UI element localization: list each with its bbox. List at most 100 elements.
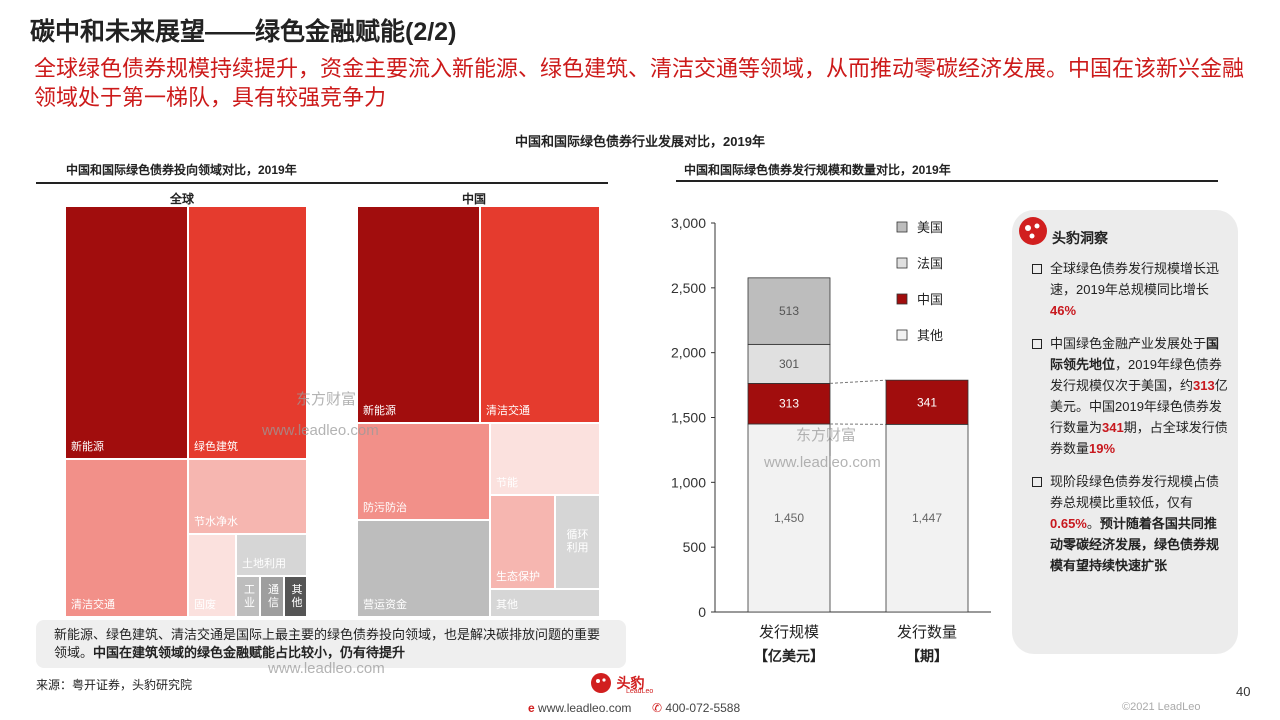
treemap-cell-clean-transport: 清洁交通 (480, 206, 600, 423)
watermark-cn: 东方财富 (796, 427, 857, 444)
treemap-cell-green-building: 绿色建筑 (188, 206, 307, 459)
source-text: 来源：粤开证券，头豹研究院 (36, 678, 193, 692)
left-panel-title: 中国和国际绿色债券投向领域对比，2019年 (66, 163, 297, 177)
legend-swatch (896, 293, 908, 305)
footer-phone-text: 400-072-5588 (665, 701, 741, 715)
legend-label: 美国 (917, 220, 943, 235)
treemap-global-label: 全球 (170, 192, 195, 206)
bar-segment (747, 423, 831, 613)
page-subtitle: 全球绿色债券规模持续提升，资金主要流入新能源、绿色建筑、清洁交通等领域，从而推动… (34, 56, 1245, 110)
treemap-cell-other: 其他 (284, 576, 307, 617)
cell-label: 固废 (194, 599, 216, 611)
bar-segment (747, 277, 831, 345)
insight-bullet: 中国绿色金融产业发展处于国际领先地位，2019年绿色债券发行规模仅次于美国，约3… (1030, 333, 1228, 459)
treemap-cell-telecom: 通信 (260, 576, 284, 617)
footer-website-text: www.leadleo.com (538, 701, 632, 715)
y-tick-label: 2,500 (671, 280, 706, 296)
copyright: ©2021 LeadLeo (1122, 701, 1201, 713)
treemap-cell-land-use: 土地利用 (236, 534, 307, 576)
cell-label: 其他 (291, 583, 303, 609)
cell-label: 防污防治 (363, 502, 407, 514)
x-tick-label: 发行规模 (759, 624, 819, 641)
insight-bullet: 现阶段绿色债券发行规模占债券总规模比重较低，仅有 0.65%。预计随着各国共同推动… (1030, 471, 1228, 576)
bullet-bold: 国际领先地位 (1050, 336, 1220, 372)
y-tick-label: 0 (698, 604, 706, 620)
cell-label: 节能 (496, 477, 518, 489)
checkbox-icon (1032, 264, 1042, 274)
note-bold-text: 中国在建筑领域的绿色金融赋能占比较小，仍有待提升 (93, 645, 406, 660)
page-title: 碳中和未来展望——绿色金融赋能(2/2) (30, 18, 457, 46)
bar-segment (747, 343, 831, 384)
bullet-text: 。 (1086, 516, 1100, 531)
footer-logo-text: 头豹 (616, 675, 645, 691)
bar-value-label: 1,447 (912, 511, 942, 525)
watermark-cn: 东方财富 (296, 391, 357, 408)
watermark-url: www.leadleo.com (262, 422, 379, 439)
bullet-bold: 预计随着各国共同推动零碳经济发展，绿色债券规模有望持续快速扩张 (1050, 516, 1220, 573)
treemap-cell-industry: 工业 (236, 576, 260, 617)
cell-label: 清洁交通 (486, 405, 530, 417)
treemap-cell-water: 节水净水 (188, 459, 307, 534)
watermark-url: www.leadleo.com (764, 454, 881, 471)
cell-label: 生态保护 (496, 571, 540, 583)
bar-segment (747, 382, 831, 425)
bullet-text: 亿美元。中国2019年绿色债券发行数量为 (1050, 378, 1228, 435)
right-panel-rule (676, 180, 1218, 182)
bar-value-label: 313 (779, 397, 799, 411)
main-chart-title: 中国和国际绿色债券行业发展对比，2019年 (515, 134, 765, 149)
bullet-highlight: 0.65% (1050, 516, 1087, 531)
cell-label: 绿色建筑 (194, 441, 238, 453)
bar-value-label: 341 (917, 395, 937, 409)
treemap-cell-working-capital: 营运资金 (357, 520, 490, 617)
insight-body: 全球绿色债券发行规模增长迅速，2019年总规模同比增长 46% 中国绿色金融产业发… (1030, 258, 1228, 588)
y-tick-label: 500 (683, 539, 707, 555)
right-panel-title: 中国和国际绿色债券发行规模和数量对比，2019年 (684, 163, 951, 177)
cell-label: 循环利用 (566, 529, 589, 554)
insight-title: 头豹洞察 (1052, 230, 1108, 246)
treemap-cell-other: 其他 (490, 589, 600, 617)
legend-label: 法国 (917, 256, 943, 271)
footer-logo-sub: LeadLeo (626, 688, 654, 695)
treemap-cell-energy-saving: 节能 (490, 423, 600, 495)
cell-label: 土地利用 (242, 558, 286, 570)
web-icon: e (528, 701, 535, 715)
legend-swatch (896, 221, 908, 233)
treemap-china-label: 中国 (462, 192, 487, 206)
treemap-cell-new-energy: 新能源 (357, 206, 480, 423)
bar-value-label: 1,450 (774, 511, 804, 525)
bullet-highlight: 341 (1102, 420, 1124, 435)
insight-box (1012, 210, 1238, 654)
bullet-highlight: 19% (1089, 441, 1116, 456)
x-tick-label: 发行数量 (897, 624, 957, 641)
bullet-highlight: 46% (1050, 303, 1077, 318)
cell-label: 清洁交通 (71, 599, 115, 611)
cell-label: 工业 (244, 583, 255, 609)
bar-value-label: 301 (779, 357, 799, 371)
note-text: 新能源、绿色建筑、清洁交通是国际上最主要的绿色债券投向领域，也是解决碳排放问题的… (54, 627, 601, 660)
footer-website[interactable]: e www.leadleo.com (528, 701, 631, 715)
connector-line (829, 379, 887, 384)
insight-bullet: 全球绿色债券发行规模增长迅速，2019年总规模同比增长 46% (1030, 258, 1228, 321)
leopard-logo-icon (1019, 217, 1047, 245)
watermark-url: www.leadleo.com (268, 660, 385, 677)
bullet-text: 全球绿色债券发行规模增长迅速，2019年总规模同比增长 (1050, 261, 1220, 297)
left-panel-rule (36, 182, 608, 184)
y-tick-label: 3,000 (671, 215, 706, 231)
treemap-cell-clean-transport: 清洁交通 (65, 459, 188, 617)
cell-label: 节水净水 (194, 516, 238, 528)
x-unit-label: 【亿美元】 (754, 648, 824, 664)
treemap-cell-recycling: 循环利用 (555, 495, 600, 589)
cell-label: 营运资金 (363, 599, 407, 611)
treemap-cell-waste: 固废 (188, 534, 236, 617)
cell-label: 新能源 (71, 441, 104, 453)
legend-swatch (896, 329, 908, 341)
treemap-cell-new-energy: 新能源 (65, 206, 188, 459)
y-tick-label: 1,000 (671, 474, 706, 490)
y-tick-label: 2,000 (671, 345, 706, 361)
phone-icon: ✆ (652, 701, 663, 715)
bond-bar-chart: 0 500 1,000 1,500 2,000 2,500 3,000 发行规模【亿美元】 发行… (671, 215, 991, 664)
legend-label: 中国 (917, 292, 943, 307)
bullet-text: 期，占全球发行债券数量 (1050, 420, 1228, 456)
bar-segment (885, 379, 969, 425)
bullet-highlight: 313 (1193, 378, 1215, 393)
